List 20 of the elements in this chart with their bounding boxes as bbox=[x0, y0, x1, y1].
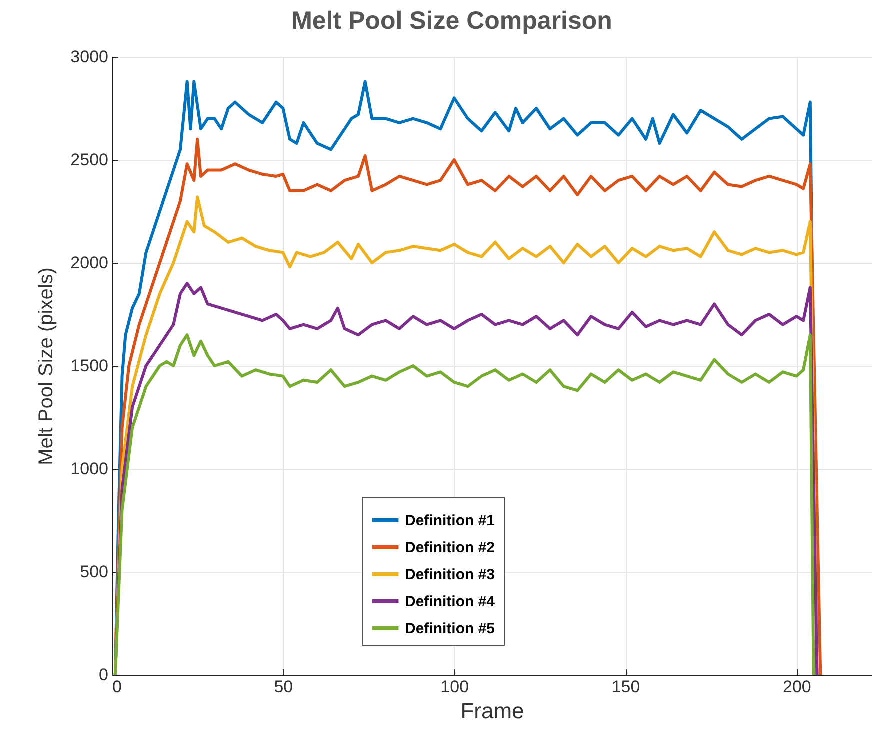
x-tick-label: 0 bbox=[112, 678, 122, 696]
legend-label: Definition #3 bbox=[405, 566, 496, 584]
x-tick-label: 100 bbox=[440, 678, 470, 696]
y-tick-label: 500 bbox=[80, 562, 108, 582]
legend-label: Definition #2 bbox=[405, 540, 496, 556]
y-tick-label: 3000 bbox=[70, 48, 108, 66]
chart-title: Melt Pool Size Comparison bbox=[292, 7, 612, 35]
y-tick-label: 1500 bbox=[70, 356, 108, 376]
y-tick-label: 2500 bbox=[70, 150, 108, 170]
y-tick-label: 2000 bbox=[70, 254, 108, 272]
x-tick-label: 150 bbox=[612, 678, 640, 696]
legend-label: Definition #1 bbox=[405, 512, 496, 530]
legend-label: Definition #4 bbox=[405, 594, 496, 610]
x-tick-label: 50 bbox=[274, 678, 294, 696]
y-axis-title: Melt Pool Size (pixels) bbox=[36, 268, 58, 466]
legend-label: Definition #5 bbox=[405, 620, 496, 638]
x-tick-label: 200 bbox=[782, 678, 812, 696]
x-axis-title: Frame bbox=[460, 698, 524, 724]
y-tick-label: 0 bbox=[99, 666, 108, 684]
y-tick-label: 1000 bbox=[70, 460, 108, 478]
